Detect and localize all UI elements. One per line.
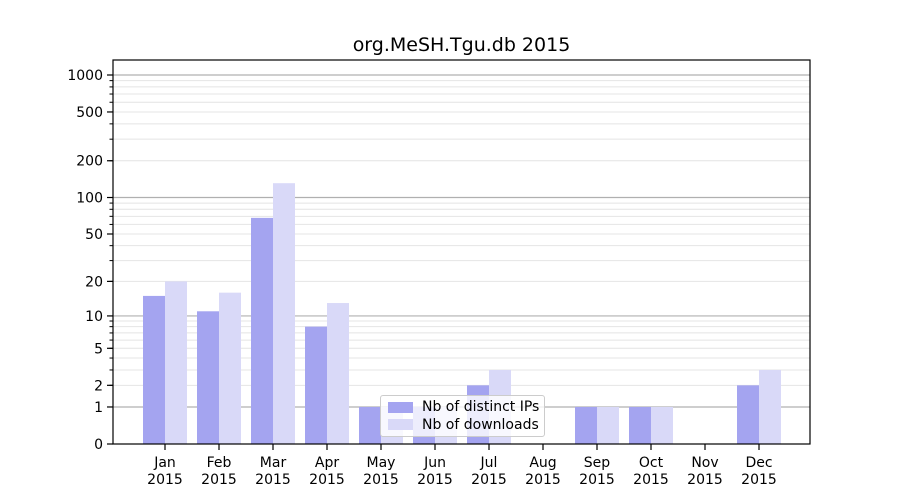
x-tick-label-year: 2015 (579, 472, 615, 488)
y-tick-label: 1 (94, 400, 103, 416)
x-tick-label-year: 2015 (201, 472, 237, 488)
legend-label-distinct-ips: Nb of distinct IPs (422, 399, 540, 416)
bar-feb-2015-downloads (219, 292, 241, 444)
x-tick-label-month: Feb (207, 455, 232, 471)
bar-jan-2015-downloads (165, 281, 187, 444)
x-tick-label-month: Apr (315, 455, 339, 471)
legend-label-downloads: Nb of downloads (422, 416, 539, 433)
y-tick-label: 500 (76, 105, 103, 121)
x-tick-label-month: Oct (639, 455, 664, 471)
legend-swatch-downloads (388, 419, 413, 431)
bar-oct-2015-distinct-ips (629, 406, 651, 444)
bar-jan-2015-distinct-ips (143, 295, 165, 444)
x-tick-label-year: 2015 (633, 472, 669, 488)
legend-swatch-distinct-ips (388, 401, 413, 413)
y-tick-label: 100 (76, 191, 103, 207)
legend-item-downloads: Nb of downloads (388, 416, 539, 433)
bar-may-2015-distinct-ips (359, 406, 381, 444)
x-tick-label-month: Aug (529, 455, 556, 471)
x-tick-label-year: 2015 (309, 472, 345, 488)
legend: Nb of distinct IPs Nb of downloads (380, 395, 545, 437)
plot-frame (112, 59, 811, 445)
y-tick-label: 0 (94, 437, 103, 453)
bar-apr-2015-distinct-ips (305, 326, 327, 444)
bar-dec-2015-downloads (759, 369, 781, 444)
y-tick-label: 200 (76, 154, 103, 170)
bar-sep-2015-downloads (597, 406, 619, 444)
x-tick-label-year: 2015 (363, 472, 399, 488)
bar-mar-2015-distinct-ips (251, 217, 273, 444)
x-tick-label-year: 2015 (417, 472, 453, 488)
x-tick-label-month: Dec (745, 455, 772, 471)
x-tick-label-year: 2015 (525, 472, 561, 488)
x-tick-label-year: 2015 (741, 472, 777, 488)
bar-sep-2015-distinct-ips (575, 406, 597, 444)
x-tick-label-month: Jun (423, 455, 446, 471)
y-tick-label: 10 (85, 309, 103, 325)
x-tick-label-year: 2015 (147, 472, 183, 488)
y-tick-label: 2 (94, 378, 103, 394)
legend-item-distinct-ips: Nb of distinct IPs (388, 399, 540, 416)
x-tick-label-month: Sep (584, 455, 611, 471)
x-tick-label-year: 2015 (255, 472, 291, 488)
x-tick-label-year: 2015 (687, 472, 723, 488)
y-tick-label: 5 (94, 341, 103, 357)
bar-apr-2015-downloads (327, 303, 349, 444)
x-tick-label-month: Jul (480, 455, 498, 471)
y-tick-label: 1000 (67, 68, 103, 84)
bar-dec-2015-distinct-ips (737, 385, 759, 444)
chart-title: org.MeSH.Tgu.db 2015 (352, 34, 571, 56)
bar-feb-2015-distinct-ips (197, 311, 219, 444)
bar-mar-2015-downloads (273, 183, 295, 444)
bar-oct-2015-downloads (651, 406, 673, 444)
y-tick-label: 20 (85, 274, 103, 290)
x-tick-label-month: Mar (260, 455, 287, 471)
x-tick-label-month: Jan (153, 455, 176, 471)
x-tick-label-month: Nov (691, 455, 718, 471)
y-tick-label: 50 (85, 227, 103, 243)
x-tick-label-month: May (367, 455, 396, 471)
x-tick-label-year: 2015 (471, 472, 507, 488)
